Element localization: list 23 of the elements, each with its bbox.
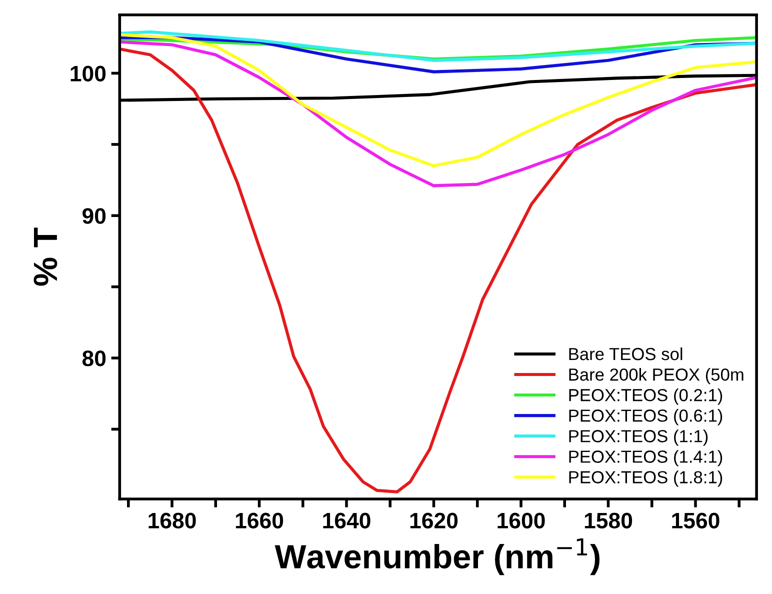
y-axis-title: % T [34,228,58,286]
line-series [120,33,757,168]
legend-label: Bare TEOS sol [569,347,682,360]
y-tick-label: 100 [70,66,106,82]
legend-label: PEOX:TEOS (1:1) [569,430,708,446]
legend-label: PEOX:TEOS (0.2:1) [569,388,722,405]
legend-label: Bare 200k PEOX (50m [569,368,744,384]
x-tick-label: 1580 [584,512,632,528]
line-series [120,30,757,62]
x-axis-title: Wavenumber (nm$^{−1}$) [274,538,600,576]
x-tick-label: 1560 [672,512,720,528]
line-series [120,47,757,494]
y-tick-label: 80 [82,350,106,366]
x-tick-label: 1620 [410,512,458,528]
line-series [120,40,757,188]
x-tick-label: 1600 [498,512,545,528]
x-tick-label: 1660 [236,512,284,528]
legend-label: PEOX:TEOS (1.4:1) [569,450,722,466]
legend-label: PEOX:TEOS (1.8:1) [569,470,722,487]
y-tick-label: 90 [82,208,106,224]
x-tick-label: 1640 [323,512,370,528]
x-tick-label: 1680 [148,512,196,528]
legend-label: PEOX:TEOS (0.6:1) [569,409,722,426]
